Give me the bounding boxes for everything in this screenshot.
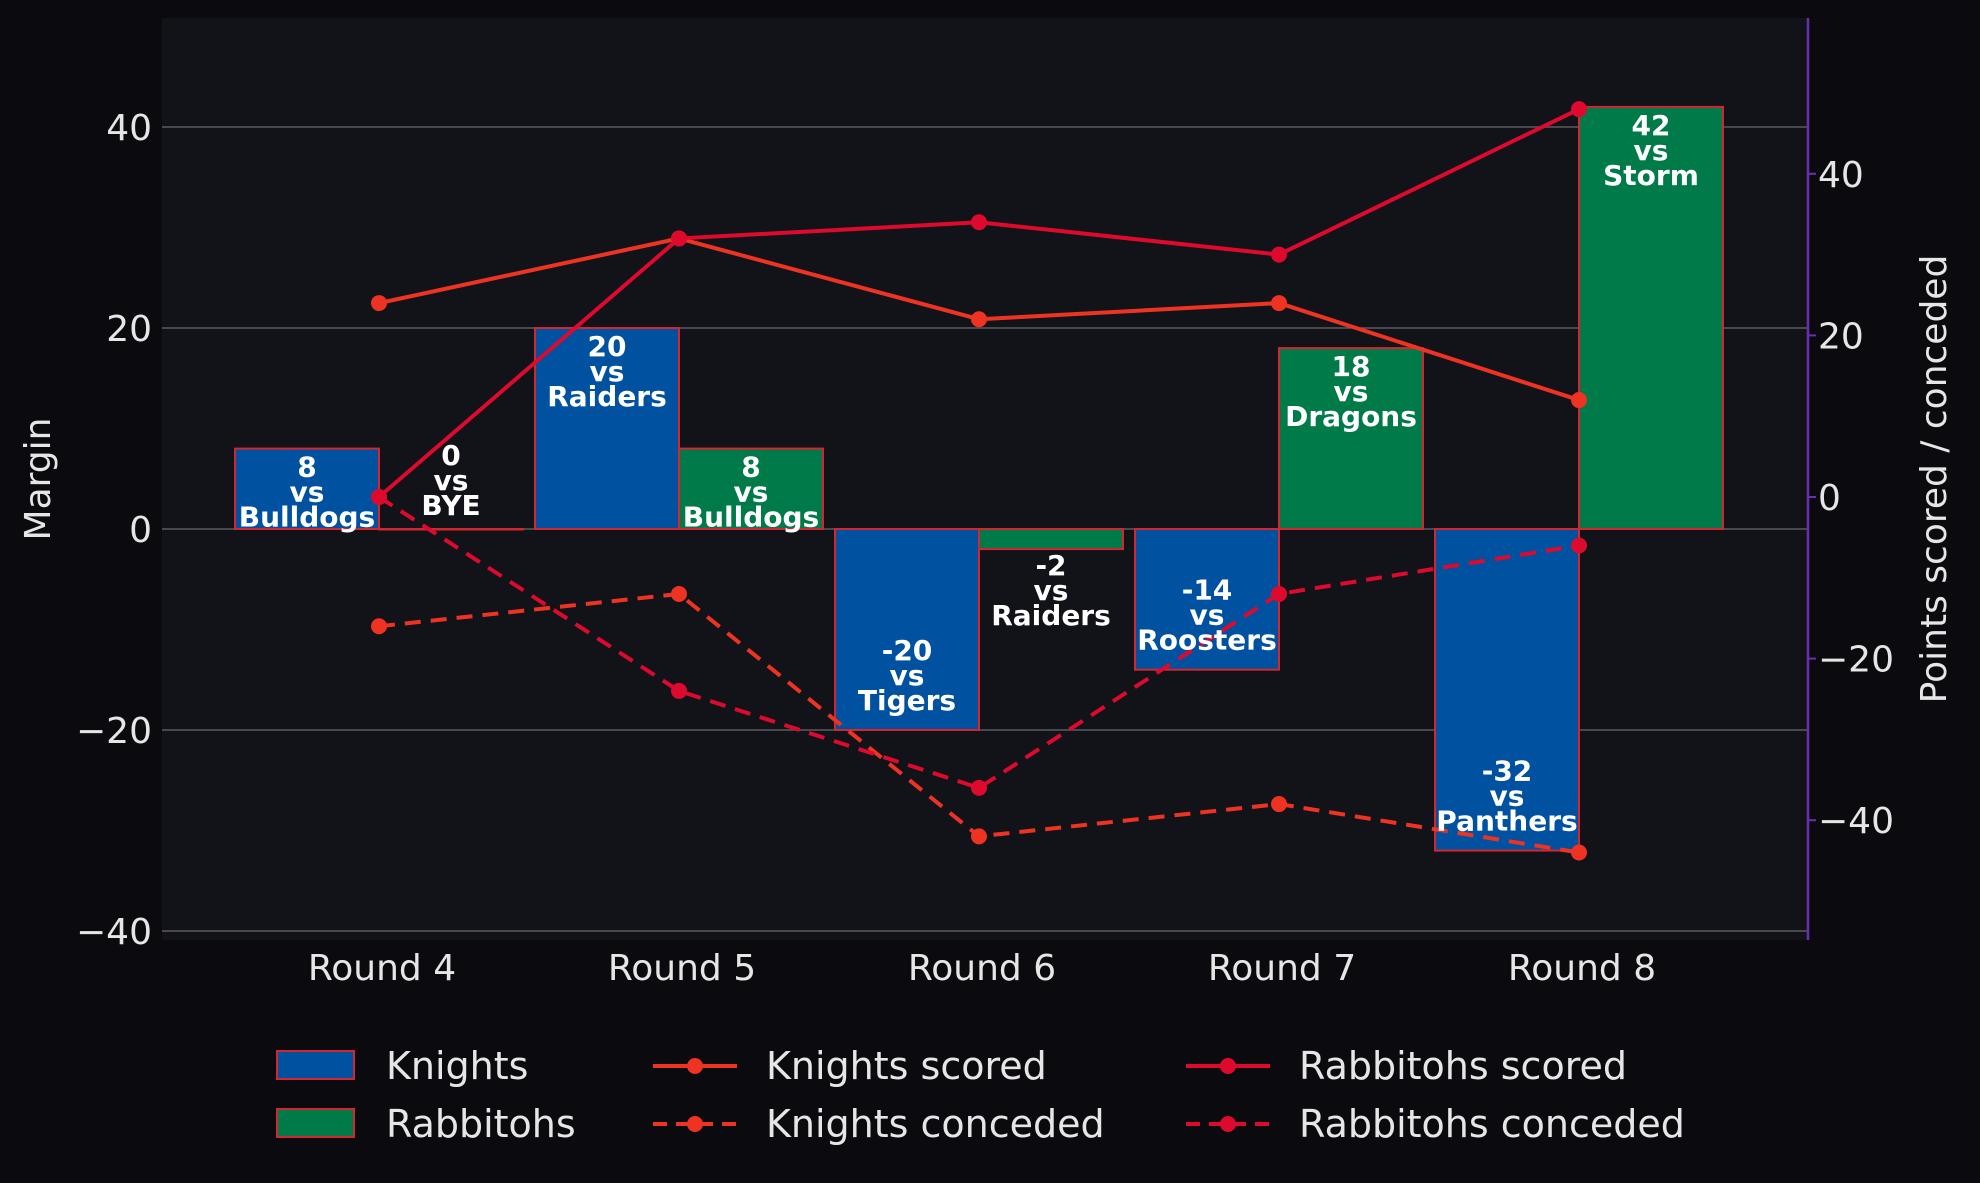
bar-label: -2: [1035, 549, 1066, 582]
bar-label: 18: [1332, 350, 1371, 383]
line-point: [671, 585, 687, 602]
y2-tick-label: 0: [1818, 478, 1841, 519]
line-point: [371, 618, 387, 635]
bar-rabbitohs: [678, 447, 824, 531]
bar-label: Roosters: [1137, 624, 1277, 657]
legend: Knights Rabbitohs Knights scored Knights co…: [276, 1044, 1685, 1146]
line-point: [971, 214, 987, 231]
y2-tick-label: 40: [1818, 155, 1864, 196]
line-point: [971, 311, 987, 328]
bar-knights: [1434, 528, 1580, 852]
bar-label: 8: [741, 451, 760, 484]
bar-label: vs: [1634, 134, 1669, 167]
y-tick-label: 40: [106, 108, 152, 149]
legend-marker: [1220, 1058, 1236, 1074]
y2-axis-label: Points scored / conceded: [1914, 255, 1955, 704]
bar-label: vs: [1334, 375, 1369, 408]
legend-swatch-rabbitohs: [276, 1108, 355, 1138]
legend-swatch-knights: [276, 1050, 355, 1080]
legend-label: Knights conceded: [766, 1102, 1105, 1146]
bar-label: 20: [588, 330, 627, 363]
axis-layer: −40 −20 0 20 40 −40 −20 0 20 40 Round 4 Round 5 Roun…: [76, 18, 1894, 989]
y2-tick-label: −40: [1818, 801, 1894, 842]
bar-label: BYE: [421, 489, 480, 522]
bar-label: vs: [434, 464, 469, 497]
bar-label: 8: [297, 451, 316, 484]
legend-marker: [687, 1116, 703, 1132]
bar-label: Panthers: [1436, 805, 1577, 838]
line-point: [1571, 101, 1587, 118]
line-layer: [371, 101, 1587, 861]
bar-label: 42: [1632, 109, 1671, 142]
bar-label: -14: [1182, 574, 1233, 607]
x-tick-label: Round 8: [1508, 948, 1656, 989]
bar-label: Storm: [1603, 159, 1699, 192]
legend-label: Rabbitohs scored: [1299, 1044, 1627, 1088]
bar-label: -32: [1482, 755, 1533, 788]
line-point: [1271, 295, 1287, 312]
legend-marker: [1220, 1116, 1236, 1132]
line-point: [971, 779, 987, 796]
bar-rabbitohs: [1578, 105, 1724, 531]
line-point: [1271, 246, 1287, 263]
bar-knights: [234, 447, 380, 531]
legend-label: Knights scored: [766, 1044, 1047, 1088]
bar-label: 0: [441, 439, 460, 472]
y2-tick-label: −20: [1818, 640, 1894, 681]
bar-label: vs: [590, 355, 625, 388]
line-point: [1271, 796, 1287, 813]
bar-knights: [1134, 528, 1280, 671]
legend-label: Rabbitohs: [386, 1102, 576, 1146]
bar-label: Tigers: [858, 684, 956, 717]
y-tick-label: −20: [76, 711, 152, 752]
bar-label: vs: [1190, 599, 1225, 632]
line-point: [971, 828, 987, 845]
y-tick-label: −40: [76, 912, 152, 953]
y-tick-label: 0: [129, 510, 152, 551]
line-point: [371, 295, 387, 312]
bar-label: Bulldogs: [239, 501, 375, 534]
bar-knights: [834, 528, 980, 731]
bar-label: Raiders: [991, 599, 1111, 632]
legend-label: Rabbitohs conceded: [1299, 1102, 1685, 1146]
bar-label: vs: [1490, 780, 1525, 813]
y-tick-label: 20: [106, 309, 152, 350]
bar-knights: [534, 327, 680, 530]
bar-label: Dragons: [1285, 400, 1417, 433]
y2-tick-label: 20: [1818, 316, 1864, 357]
line-point: [671, 230, 687, 247]
line-point: [1571, 844, 1587, 861]
line-point: [1571, 392, 1587, 409]
bar-label: -20: [882, 634, 933, 667]
bar-rabbitohs: [378, 528, 524, 531]
bar-label: vs: [290, 476, 325, 509]
legend-label: Knights: [386, 1044, 528, 1088]
y-axis-label: Margin: [18, 418, 59, 541]
bar-label: vs: [734, 476, 769, 509]
x-tick-label: Round 4: [308, 948, 456, 989]
line-point: [1571, 537, 1587, 554]
bar-rabbitohs: [1278, 347, 1424, 530]
bar-label: Bulldogs: [683, 501, 819, 534]
line-point: [371, 489, 387, 505]
bar-label: vs: [890, 659, 925, 692]
bar-rabbitohs: [978, 528, 1124, 551]
line-point: [1271, 585, 1287, 602]
line-point: [671, 682, 687, 699]
x-tick-label: Round 6: [908, 948, 1056, 989]
x-tick-label: Round 7: [1208, 948, 1356, 989]
x-tick-label: Round 5: [608, 948, 756, 989]
bar-label: vs: [1034, 574, 1069, 607]
bar-label-layer: 8vsBulldogs20vsRaiders-20vsTigers-14vsRo…: [239, 109, 1699, 838]
legend-marker: [687, 1058, 703, 1074]
bar-label: Raiders: [547, 380, 667, 413]
line-rabbitohs-conceded: [377, 495, 1580, 790]
bar-layer: [234, 105, 1724, 852]
